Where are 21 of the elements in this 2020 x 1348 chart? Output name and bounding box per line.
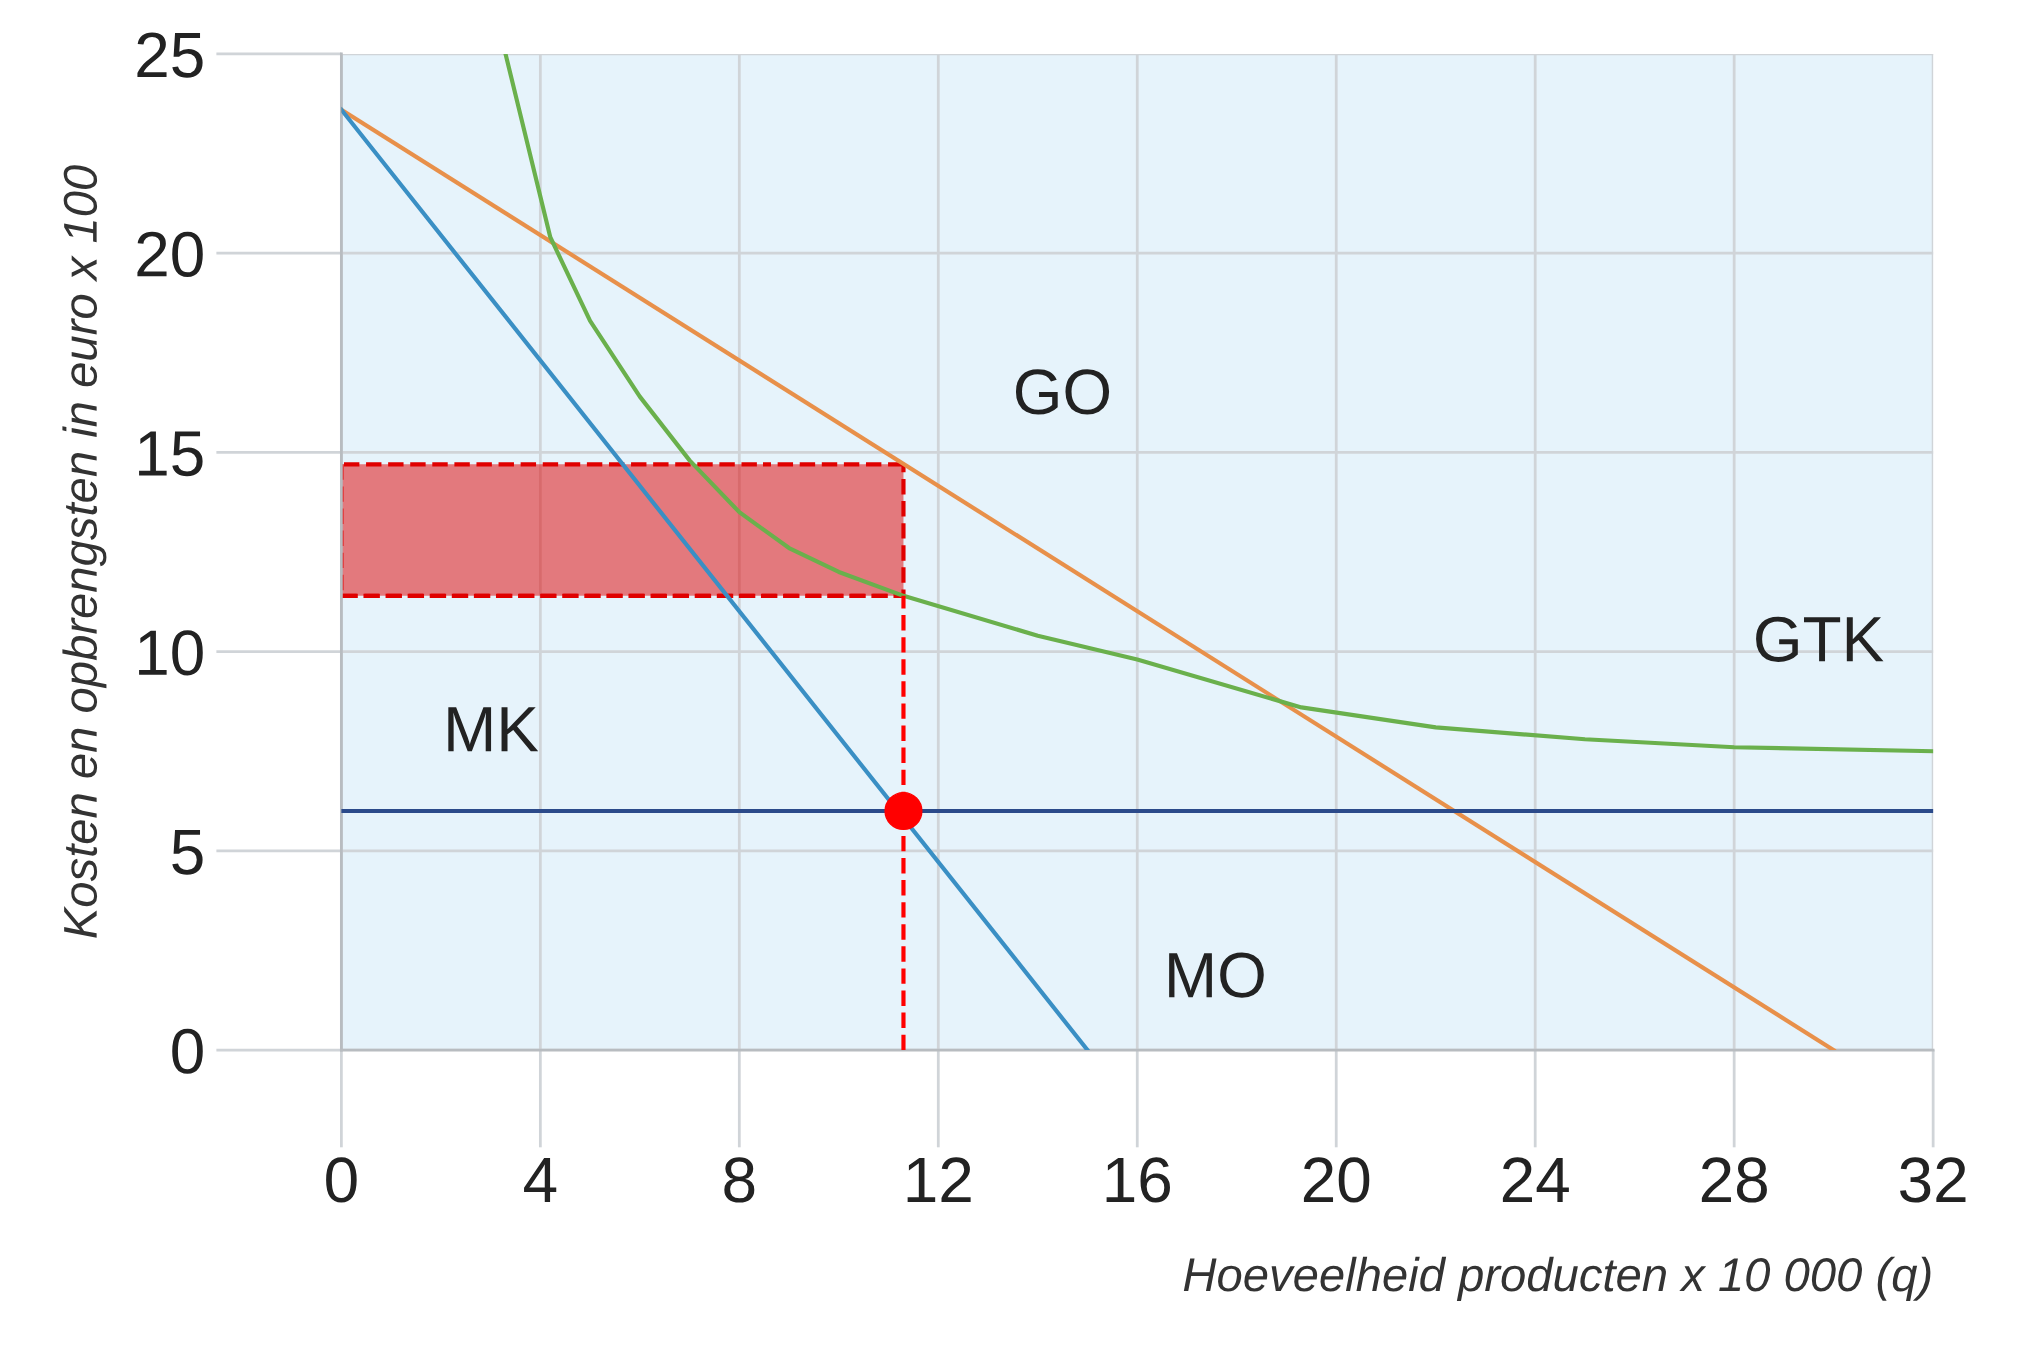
x-tick-label: 12 bbox=[907, 1157, 971, 1202]
x-tick-label: 0 bbox=[326, 1157, 357, 1203]
y-tick-label: 5 bbox=[172, 830, 203, 875]
series-label: GO bbox=[1015, 369, 1110, 415]
y-axis-title: Kosten en opbrengsten in euro x 100 bbox=[62, 165, 107, 938]
y-tick-label: 0 bbox=[172, 1028, 203, 1074]
x-tick-label: 16 bbox=[1106, 1157, 1170, 1203]
y-tick-label: 10 bbox=[139, 630, 203, 676]
x-tick-label: 20 bbox=[1303, 1157, 1370, 1203]
y-tick-label: 20 bbox=[137, 231, 203, 277]
x-tick-label: 8 bbox=[724, 1157, 755, 1203]
x-tick-label: 28 bbox=[1701, 1157, 1767, 1203]
series-label: GTK bbox=[1756, 616, 1884, 662]
series-label: MO bbox=[1169, 952, 1264, 998]
x-tick-label: 24 bbox=[1502, 1157, 1569, 1202]
y-tick-label: 25 bbox=[137, 32, 203, 78]
series-label: MK bbox=[448, 707, 539, 752]
x-tick-label: 32 bbox=[1900, 1157, 1966, 1203]
x-axis-title: Hoeveelheid producten x 10 000 (q) bbox=[1183, 1256, 1931, 1301]
x-tick-label: 4 bbox=[524, 1157, 557, 1202]
y-tick-label: 15 bbox=[139, 431, 203, 477]
